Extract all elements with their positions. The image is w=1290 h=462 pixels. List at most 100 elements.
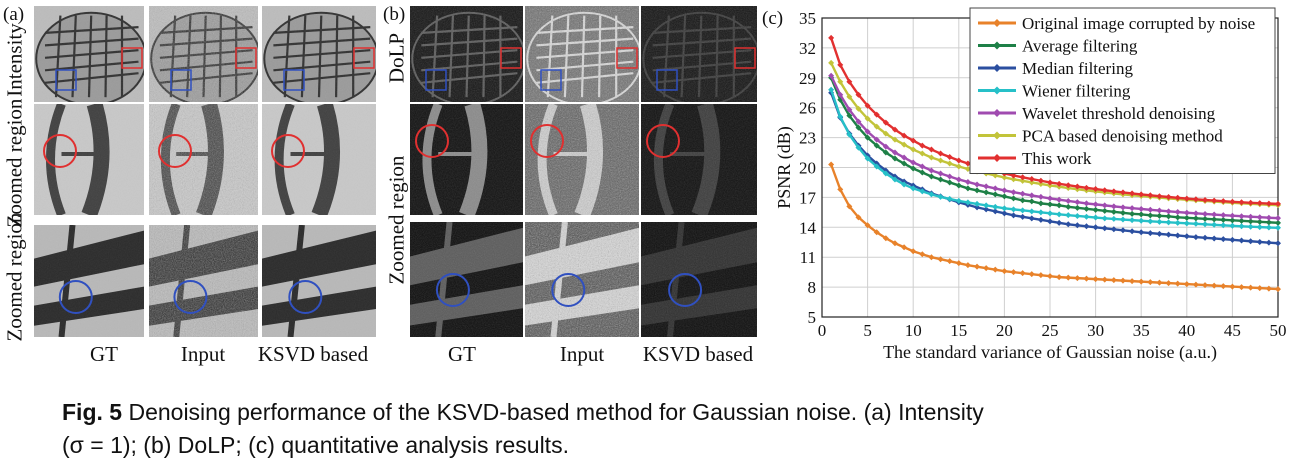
data-point: [974, 263, 981, 270]
data-point: [1056, 219, 1063, 226]
data-point: [1028, 192, 1035, 199]
data-point: [992, 185, 999, 192]
data-point: [1019, 190, 1026, 197]
data-point: [1083, 205, 1090, 212]
data-point: [1256, 285, 1263, 292]
panel-b-dolp-gt-image: [410, 6, 523, 102]
data-point: [891, 155, 898, 162]
data-point: [1092, 224, 1099, 231]
data-point: [1019, 213, 1026, 220]
data-point: [873, 163, 880, 170]
y-tick-label: 11: [800, 248, 816, 267]
y-tick-label: 32: [799, 39, 816, 58]
data-point: [1165, 208, 1172, 215]
y-tick-label: 29: [799, 69, 816, 88]
data-point: [1110, 277, 1117, 284]
data-point: [1028, 215, 1035, 222]
data-point: [1083, 213, 1090, 220]
data-point: [1183, 195, 1190, 202]
data-point: [955, 182, 962, 189]
data-point: [828, 86, 835, 93]
data-point: [1238, 217, 1245, 224]
data-point: [1211, 235, 1218, 242]
data-point: [1183, 214, 1190, 221]
x-tick-label: 35: [1133, 321, 1150, 340]
data-point: [937, 193, 944, 200]
data-point: [1110, 203, 1117, 210]
data-point: [1065, 274, 1072, 281]
data-point: [1028, 179, 1035, 186]
x-tick-label: 15: [950, 321, 967, 340]
data-point: [1019, 270, 1026, 277]
data-point: [828, 161, 835, 168]
data-point: [1247, 238, 1254, 245]
data-point: [846, 131, 853, 138]
data-point: [1147, 212, 1154, 219]
data-point: [1056, 274, 1063, 281]
data-point: [1211, 282, 1218, 289]
data-point: [1247, 199, 1254, 206]
data-point: [1256, 238, 1263, 245]
panel-a-col-label-ksvd: KSVD based: [257, 342, 369, 366]
data-point: [1083, 184, 1090, 191]
data-point: [910, 248, 917, 255]
data-point: [1265, 285, 1272, 292]
data-point: [1265, 214, 1272, 221]
data-point: [1238, 213, 1245, 220]
data-point: [1220, 222, 1227, 229]
panel-b-col-label-gt: GT: [448, 342, 476, 366]
data-point: [983, 202, 990, 209]
legend-marker: [993, 19, 1001, 27]
data-point: [1001, 268, 1008, 275]
data-point: [1092, 186, 1099, 193]
data-point: [937, 157, 944, 164]
series-0: [828, 161, 1281, 293]
data-point: [1192, 234, 1199, 241]
data-point: [1211, 197, 1218, 204]
panel-a-row-label-zoom-1: Zoomed region: [2, 98, 27, 228]
data-point: [910, 165, 917, 172]
data-point: [937, 150, 944, 157]
data-point: [1138, 191, 1145, 198]
data-point: [1256, 200, 1263, 207]
panel-a-zoom2-gt-image: [34, 225, 144, 337]
data-point: [1275, 240, 1281, 247]
data-point: [937, 170, 944, 177]
data-point: [1037, 193, 1044, 200]
data-point: [901, 160, 908, 167]
y-tick-label: 26: [799, 99, 816, 118]
data-point: [974, 204, 981, 211]
x-tick-label: 40: [1178, 321, 1195, 340]
data-point: [1019, 197, 1026, 204]
data-point: [955, 157, 962, 164]
data-point: [1037, 209, 1044, 216]
data-point: [992, 208, 999, 215]
data-point: [1101, 276, 1108, 283]
y-tick-label: 14: [799, 218, 817, 237]
data-point: [1129, 190, 1136, 197]
panel-b-row-label-dolp: DoLP: [384, 32, 409, 84]
legend-entry: Average filtering: [1022, 37, 1138, 56]
data-point: [1001, 205, 1008, 212]
data-point: [1138, 217, 1145, 224]
data-point: [955, 163, 962, 170]
panel-b-zoom1-ksvd-image: [641, 104, 757, 215]
data-point: [1275, 224, 1281, 231]
data-point: [1156, 279, 1163, 286]
panel-a-row-label-zoom-2: Zoomed region: [2, 212, 27, 342]
data-point: [1074, 222, 1081, 229]
data-point: [837, 61, 844, 68]
data-point: [846, 78, 853, 85]
data-point: [1129, 210, 1136, 217]
panel-a-letter: (a): [3, 4, 25, 25]
data-point: [891, 149, 898, 156]
panel-a-zoom1-input-image: [149, 104, 258, 215]
data-point: [873, 142, 880, 149]
data-point: [1010, 269, 1017, 276]
data-point: [1229, 198, 1236, 205]
data-point: [946, 195, 953, 202]
data-point: [964, 262, 971, 269]
data-point: [855, 105, 862, 112]
y-tick-label: 23: [799, 129, 816, 148]
panel-b-zoom1-input-image: [525, 104, 639, 215]
